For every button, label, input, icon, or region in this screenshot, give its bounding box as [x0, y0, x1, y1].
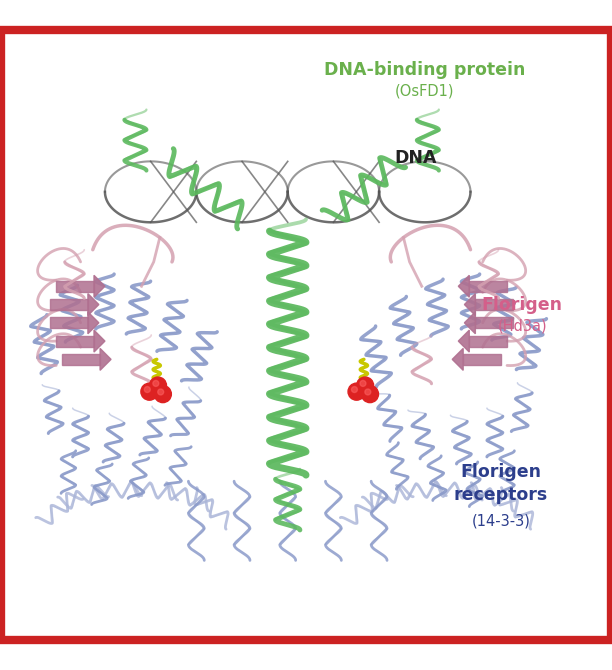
Polygon shape	[88, 312, 99, 334]
Text: (OsFD1): (OsFD1)	[395, 84, 455, 98]
Polygon shape	[94, 330, 105, 352]
Polygon shape	[62, 354, 100, 365]
Polygon shape	[50, 318, 88, 328]
Circle shape	[357, 377, 373, 394]
Polygon shape	[458, 330, 469, 352]
Polygon shape	[50, 299, 88, 310]
Polygon shape	[476, 299, 513, 310]
Polygon shape	[452, 348, 463, 371]
Circle shape	[158, 389, 163, 395]
Polygon shape	[56, 336, 94, 346]
Circle shape	[362, 385, 378, 403]
Text: (14-3-3): (14-3-3)	[471, 513, 531, 529]
Text: DNA: DNA	[394, 149, 437, 168]
Circle shape	[348, 383, 365, 400]
Polygon shape	[469, 336, 507, 346]
Circle shape	[351, 387, 357, 393]
Circle shape	[154, 385, 171, 403]
Polygon shape	[100, 348, 111, 371]
Polygon shape	[476, 318, 513, 328]
Text: (Hd3a): (Hd3a)	[498, 318, 547, 334]
Text: DNA-binding protein: DNA-binding protein	[324, 61, 526, 79]
Circle shape	[360, 381, 366, 387]
Polygon shape	[458, 275, 469, 297]
Circle shape	[141, 383, 158, 400]
Text: receptors: receptors	[454, 486, 548, 505]
Polygon shape	[88, 293, 99, 316]
Polygon shape	[463, 354, 501, 365]
Text: Florigen: Florigen	[482, 295, 563, 314]
Circle shape	[365, 389, 371, 395]
Polygon shape	[465, 312, 476, 334]
Polygon shape	[56, 281, 94, 291]
Text: Florigen: Florigen	[460, 463, 542, 481]
Circle shape	[144, 387, 151, 393]
Circle shape	[153, 381, 159, 387]
Polygon shape	[465, 293, 476, 316]
Polygon shape	[469, 281, 507, 291]
Polygon shape	[94, 275, 105, 297]
Circle shape	[149, 377, 166, 394]
